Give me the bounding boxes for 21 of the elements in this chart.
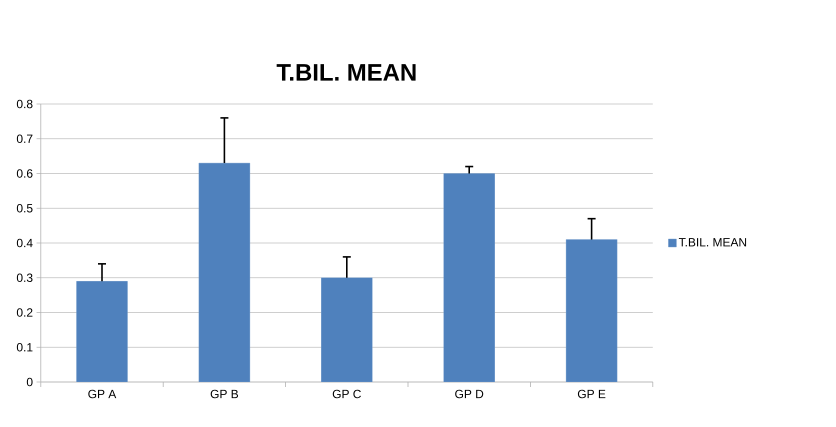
x-tick-label: GP E bbox=[578, 390, 606, 398]
bar bbox=[566, 239, 618, 382]
y-tick-label: 0.7 bbox=[16, 134, 32, 143]
bar bbox=[198, 162, 250, 382]
y-tick-label: 0.4 bbox=[16, 238, 33, 248]
bar bbox=[76, 281, 128, 382]
x-tick-label: GP A bbox=[88, 390, 116, 398]
x-tick-label: GP C bbox=[332, 390, 361, 398]
y-tick-label: 0.5 bbox=[16, 204, 33, 212]
y-tick-label: 0 bbox=[26, 378, 33, 386]
y-tick-label: 0.6 bbox=[16, 169, 33, 178]
bar bbox=[444, 173, 495, 382]
y-tick-label: 0.3 bbox=[16, 274, 33, 282]
y-tick-label: 0.8 bbox=[16, 100, 33, 108]
y-tick-label: 0.1 bbox=[16, 343, 32, 352]
y-tick-label: 0.2 bbox=[16, 308, 32, 317]
x-tick-label: GP B bbox=[210, 390, 238, 398]
bar bbox=[321, 278, 372, 382]
chart-title: T.BIL. MEAN bbox=[276, 64, 416, 81]
x-tick-label: GP D bbox=[455, 390, 484, 398]
legend-label: T.BIL. MEAN bbox=[678, 238, 746, 246]
